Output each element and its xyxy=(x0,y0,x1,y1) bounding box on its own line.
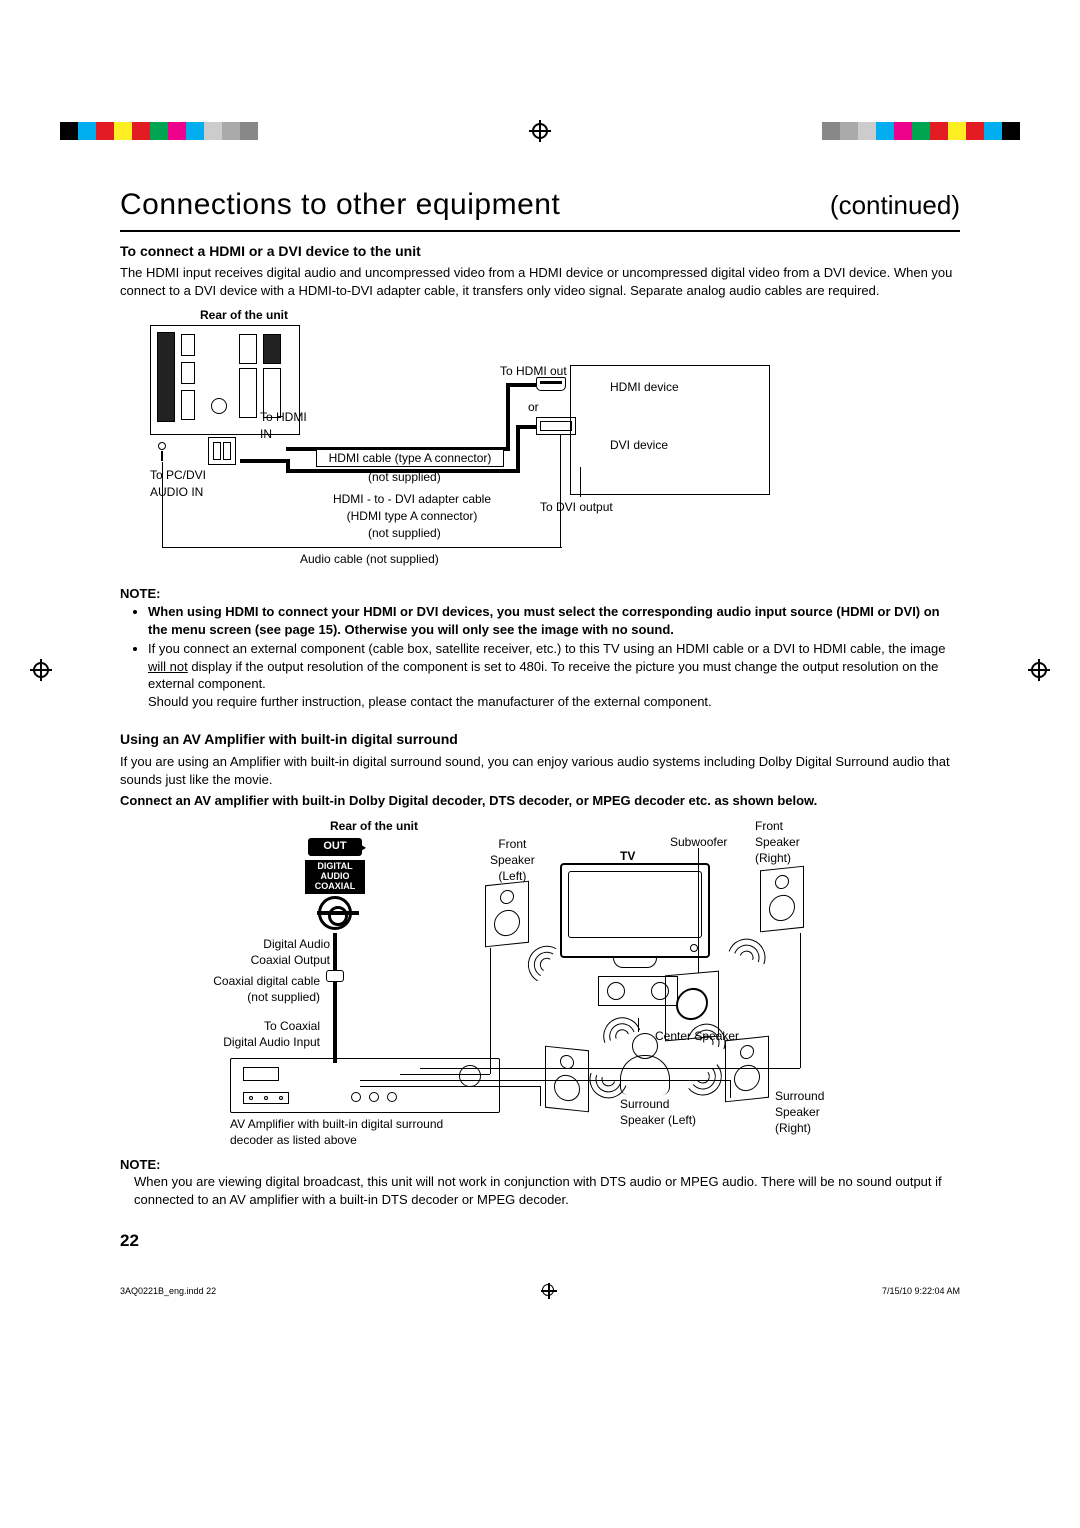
out-tab: OUT xyxy=(308,838,362,856)
cable-plug-icon xyxy=(326,970,344,982)
front-left-label: FrontSpeaker(Left) xyxy=(490,836,535,885)
note-block-2: NOTE: When you are viewing digital broad… xyxy=(120,1156,960,1209)
page-header: Connections to other equipment (continue… xyxy=(120,185,960,232)
coax-cable-label: Coaxial digital cable (not supplied) xyxy=(200,973,320,1005)
tv-icon xyxy=(560,863,710,958)
dvi-device-label: DVI device xyxy=(610,437,668,453)
hdmi-dvi-adapter-label: HDMI - to - DVI adapter cable (HDMI type… xyxy=(322,491,502,523)
center-speaker-icon xyxy=(598,976,678,1006)
continued-label: (continued) xyxy=(830,188,960,223)
sound-waves-icon xyxy=(715,930,774,981)
note2-text: When you are viewing digital broadcast, … xyxy=(134,1173,960,1208)
note-heading-1: NOTE: xyxy=(120,585,960,603)
rear-of-unit-label-2: Rear of the unit xyxy=(330,818,418,834)
rca-jack-icon xyxy=(318,896,352,930)
hdmi-section-title: To connect a HDMI or a DVI device to the… xyxy=(120,242,960,261)
coaxial-port-icon: OUT DIGITAL AUDIO COAXIAL xyxy=(300,838,370,933)
not-supplied-2: (not supplied) xyxy=(368,525,441,541)
hdmi-cable-box: HDMI cable (type A connector) xyxy=(316,449,504,467)
note1-bullet-1: When using HDMI to connect your HDMI or … xyxy=(148,603,960,638)
footer-right: 7/15/10 9:22:04 AM xyxy=(882,1285,960,1297)
digital-audio-coaxial-label: DIGITAL AUDIO COAXIAL xyxy=(305,860,365,894)
rear-of-unit-label: Rear of the unit xyxy=(200,307,288,323)
hdmi-device-label: HDMI device xyxy=(610,379,679,395)
to-dvi-output-label: To DVI output xyxy=(540,499,613,515)
registration-mark-left xyxy=(30,659,52,681)
front-right-label: FrontSpeaker(Right) xyxy=(755,818,800,867)
hdmi-port-icon xyxy=(208,437,236,465)
not-supplied-1: (not supplied) xyxy=(368,469,441,485)
front-left-speaker-icon xyxy=(485,881,529,948)
hdmi-paragraph: The HDMI input receives digital audio an… xyxy=(120,264,960,299)
colorbar-left xyxy=(60,122,258,140)
registration-mark-bottom xyxy=(541,1283,557,1299)
audio-cable-label: Audio cable (not supplied) xyxy=(300,551,439,567)
colorbar-right xyxy=(822,122,1020,140)
footer-left: 3AQ0221B_eng.indd 22 xyxy=(120,1285,216,1297)
page-title: Connections to other equipment xyxy=(120,185,560,226)
note-heading-2: NOTE: xyxy=(120,1156,960,1174)
registration-mark-top xyxy=(529,120,551,142)
page-number: 22 xyxy=(120,1230,960,1253)
or-label: or xyxy=(528,399,539,415)
av-para-1: If you are using an Amplifier with built… xyxy=(120,753,960,788)
to-hdmi-out-label: To HDMI out xyxy=(500,363,567,379)
tv-label: TV xyxy=(620,848,635,864)
print-colorbar-row xyxy=(60,120,1020,142)
print-footer: 3AQ0221B_eng.indd 22 7/15/10 9:22:04 AM xyxy=(120,1283,960,1299)
av-section-title: Using an AV Amplifier with built-in digi… xyxy=(120,730,960,749)
av-para-2: Connect an AV amplifier with built-in Do… xyxy=(120,792,960,810)
hdmi-connection-diagram: Rear of the unit To HDMI IN To PC/DVI AU… xyxy=(150,307,790,567)
digital-audio-output-label: Digital Audio Coaxial Output xyxy=(220,936,330,968)
to-hdmi-in-label: To HDMI IN xyxy=(260,409,307,441)
surround-left-speaker-icon xyxy=(545,1046,589,1113)
note1-bullet-2: If you connect an external component (ca… xyxy=(148,640,960,710)
to-coax-input-label: To Coaxial Digital Audio Input xyxy=(210,1018,320,1050)
to-pcdvi-label: To PC/DVI AUDIO IN xyxy=(150,467,206,499)
surround-right-label: SurroundSpeaker(Right) xyxy=(775,1088,824,1137)
audio-jack-icon xyxy=(158,442,166,450)
note-block-1: NOTE: When using HDMI to connect your HD… xyxy=(120,585,960,710)
av-amp-caption: AV Amplifier with built-in digital surro… xyxy=(230,1116,443,1148)
av-connection-diagram: Rear of the unit OUT DIGITAL AUDIO COAXI… xyxy=(200,818,920,1138)
registration-mark-right xyxy=(1028,659,1050,681)
front-right-speaker-icon xyxy=(760,866,804,933)
